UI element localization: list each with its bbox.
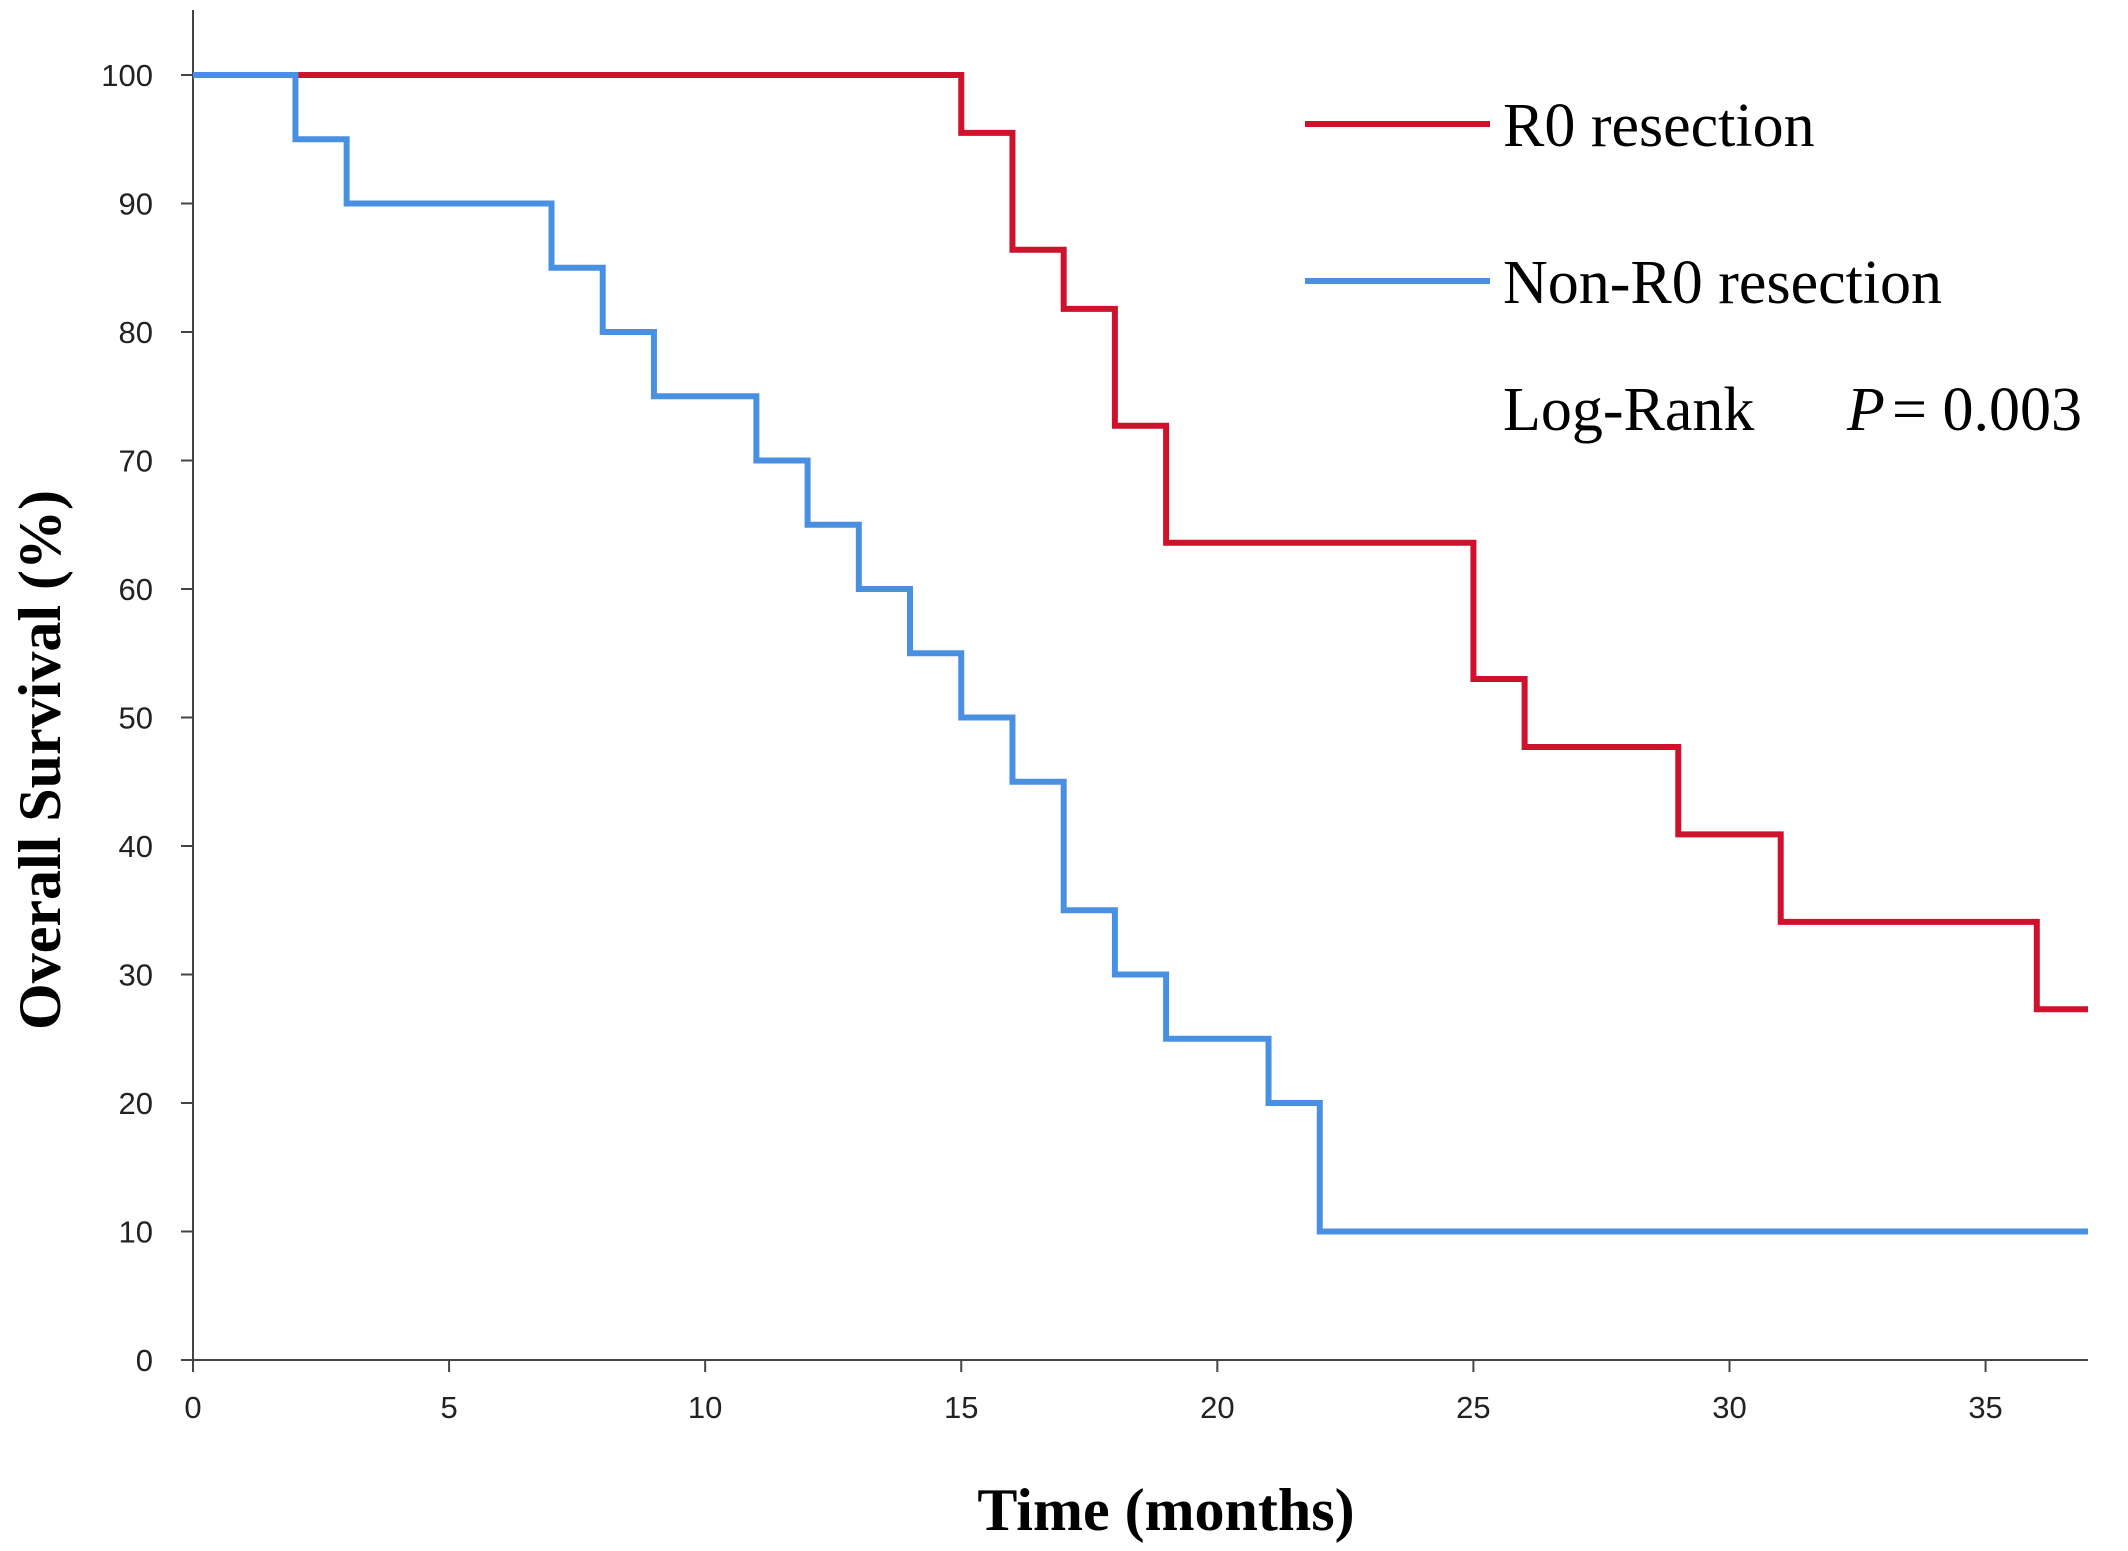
x-tick-label: 5	[440, 1390, 457, 1425]
series	[193, 72, 2088, 1235]
y-axis-title: Overall Survival (%)	[7, 490, 73, 1030]
series-line-r0-resection	[193, 72, 2088, 1013]
y-tick-label: 0	[136, 1343, 153, 1378]
p-value: = 0.003	[1892, 376, 2082, 444]
y-tick-label: 10	[119, 1215, 153, 1250]
y-tick-label: 70	[119, 444, 153, 479]
x-tick-label: 25	[1456, 1390, 1490, 1425]
y-tick-label: 80	[119, 315, 153, 350]
axes	[192, 10, 2088, 1361]
p-symbol: P	[1846, 376, 1885, 444]
y-tick-label: 90	[119, 187, 153, 222]
x-axis-title: Time (months)	[977, 1477, 1354, 1543]
legend-label-r0: R0 resection	[1503, 92, 1815, 160]
y-tick-label: 40	[119, 829, 153, 864]
x-tick-label: 15	[944, 1390, 978, 1425]
log-rank-annotation: Log-Rank P = 0.003	[1503, 376, 2082, 444]
y-tick-label: 30	[119, 958, 153, 993]
x-tick-label: 35	[1968, 1390, 2002, 1425]
legend: R0 resection Non-R0 resection	[1305, 92, 1942, 317]
y-tick-label: 100	[101, 58, 153, 93]
x-tick-label: 10	[688, 1390, 722, 1425]
series-line-non-r0-resection	[193, 72, 2088, 1235]
x-tick-label: 0	[184, 1390, 201, 1425]
x-tick-label: 30	[1712, 1390, 1746, 1425]
log-rank-label: Log-Rank	[1503, 376, 1754, 444]
ticks: 0 5 10 15 20 25 30 35 0 10 20 30 40 50 60 70 80 90 100	[101, 58, 2003, 1425]
y-tick-label: 50	[119, 701, 153, 736]
x-tick-label: 20	[1200, 1390, 1234, 1425]
legend-label-non-r0: Non-R0 resection	[1503, 249, 1942, 317]
y-tick-label: 60	[119, 572, 153, 607]
y-tick-label: 20	[119, 1086, 153, 1121]
